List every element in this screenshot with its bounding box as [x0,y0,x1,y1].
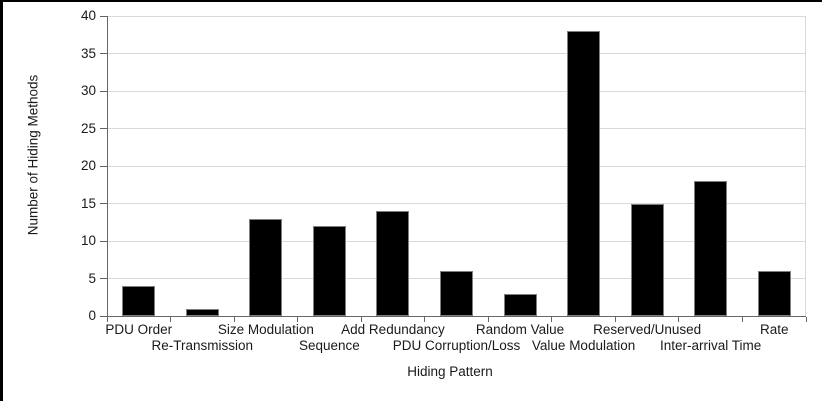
bar-value-modulation [567,31,601,316]
bar-add-redundancy [376,211,410,316]
x-tick-label: Value Modulation [531,338,636,353]
y-tick-label: 10 [80,233,96,248]
screenshot-top-border-line [0,0,822,2]
y-axis-tick [100,278,107,279]
y-tick-label: 20 [80,158,96,173]
x-tick-label: Random Value [475,322,565,337]
y-axis-tick [100,165,107,167]
y-gridline [107,203,806,204]
x-axis-tick [614,317,616,322]
y-axis-title: Number of Hiding Methods [25,74,41,236]
y-gridline [107,165,806,167]
x-axis-title: Hiding Pattern [407,364,493,379]
y-axis-tick [100,128,107,129]
x-axis-tick [551,317,553,322]
x-axis-tick [424,317,426,322]
x-tick-label: Inter-arrival Time [660,338,762,353]
y-tick-label: 35 [80,45,96,61]
x-tick-label: Rate [759,322,789,337]
x-axis-tick [233,317,235,322]
x-tick-label: Sequence [299,338,360,353]
plot-right-border [805,16,806,316]
x-axis-tick [106,317,108,322]
x-axis-line [107,316,806,317]
x-axis-tick [678,317,680,322]
bar-pdu-corruption-loss [440,271,473,316]
y-gridline [107,240,806,242]
bar-size-modulation [249,218,283,316]
y-axis-tick [100,240,107,242]
y-axis-tick [100,53,107,54]
x-tick-label: Reserved/Unused [593,322,702,337]
bar-rate [757,271,791,316]
x-axis-tick [360,317,362,322]
y-tick-label: 15 [80,195,96,211]
y-tick-label: 25 [80,120,96,136]
bar-random-value [503,293,537,316]
y-axis-tick [100,15,107,17]
y-gridline [107,15,806,17]
y-gridline [107,90,806,92]
y-tick-label: 0 [88,308,96,323]
bar-re-transmission [185,308,219,316]
y-tick-label: 30 [80,83,96,98]
x-axis-tick [805,317,807,322]
bar-pdu-order [122,286,156,316]
x-tick-label: Add Redundancy [341,322,445,337]
y-gridline [107,53,806,54]
x-tick-label: PDU Order [105,322,173,337]
bar-reserved-unused [630,203,664,316]
x-axis-tick [170,317,172,322]
x-axis-tick [487,317,489,322]
y-gridline [107,128,806,129]
y-tick-label: 5 [88,270,96,286]
x-tick-label: PDU Corruption/Loss [392,338,521,353]
x-tick-label: Size Modulation [217,322,314,337]
bar-inter-arrival-time [694,181,728,316]
y-axis-tick [100,315,107,317]
x-axis-tick [297,317,299,322]
y-axis-tick [100,203,107,204]
bar-sequence [312,226,346,316]
y-axis-line [107,16,108,316]
x-axis-tick [741,317,743,322]
x-tick-label: Re-Transmission [151,338,254,353]
screenshot-left-border-line [0,0,3,401]
y-tick-label: 40 [80,8,96,23]
y-axis-tick [100,90,107,92]
